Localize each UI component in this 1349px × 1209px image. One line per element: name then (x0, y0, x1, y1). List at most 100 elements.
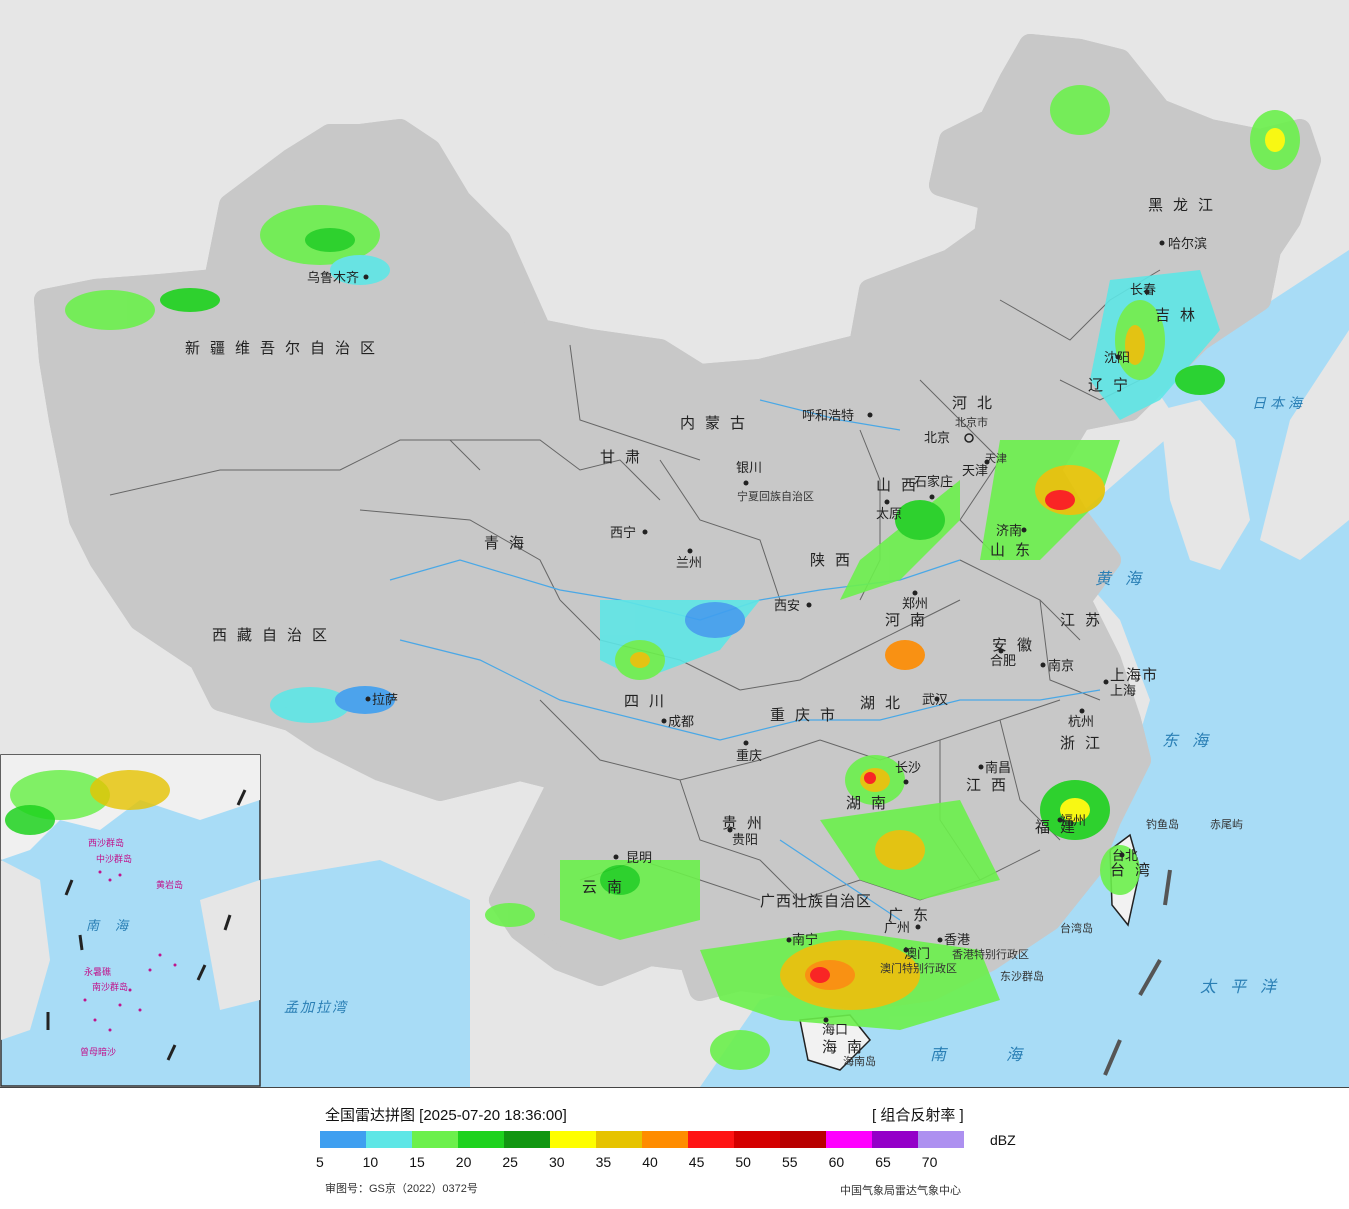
scale-swatch (458, 1131, 504, 1148)
scale-tick: 30 (549, 1154, 565, 1170)
province-label: 河北 (952, 394, 1002, 412)
province-label: 天津 (985, 452, 1007, 465)
province-label: 湖北 (860, 694, 910, 712)
province-label: 海南 (822, 1038, 872, 1056)
city-label: 拉萨 (372, 693, 398, 708)
color-scale (320, 1131, 964, 1148)
scale-tick: 35 (595, 1154, 612, 1170)
scale-swatch (918, 1131, 964, 1148)
province-label: 江苏 (1060, 611, 1110, 629)
island-label: 南沙群岛 (92, 981, 128, 993)
product-label: [ 组合反射率 ] (872, 1107, 964, 1124)
province-label: 贵州 (722, 814, 772, 832)
province-label: 广东 (888, 906, 938, 924)
city-label: 成都 (668, 715, 694, 730)
province-label: 青海 (484, 534, 534, 552)
city-label: 南昌 (985, 760, 1011, 776)
scale-tick: 25 (502, 1154, 518, 1170)
scale-swatch (780, 1131, 826, 1148)
province-label: 四川 (624, 692, 674, 710)
city-label: 西宁 (610, 525, 636, 541)
sea-label: 东海 (1162, 731, 1222, 750)
city-label: 重庆 (736, 748, 762, 764)
province-label: 浙江 (1060, 734, 1110, 752)
unit-label: dBZ (990, 1132, 1016, 1148)
island-label: 东沙群岛 (1000, 969, 1044, 983)
agency-name: 中国气象局雷达气象中心 (840, 1185, 961, 1197)
island-label: 曾母暗沙 (80, 1046, 116, 1058)
scale-swatch (412, 1131, 458, 1148)
province-label: 陕西 (810, 551, 860, 569)
province-label: 北京市 (955, 415, 988, 429)
province-label: 内蒙古 (680, 414, 755, 432)
city-label: 石家庄 (914, 474, 953, 490)
city-label: 乌鲁木齐 (307, 270, 359, 286)
scale-tick: 40 (642, 1154, 658, 1170)
scale-swatch (366, 1131, 412, 1148)
scale-swatch (872, 1131, 918, 1148)
scale-swatch (826, 1131, 872, 1148)
city-label: 广州 (884, 921, 910, 936)
city-label: 福州 (1060, 814, 1086, 829)
scale-swatch (688, 1131, 734, 1148)
mosaic-title: 全国雷达拼图 [2025-07-20 18:36:00] (325, 1107, 567, 1124)
province-label: 云南 (582, 878, 632, 896)
sea-label: 南海 (86, 919, 144, 934)
city-label: 合肥 (990, 654, 1016, 669)
scale-tick: 15 (409, 1154, 425, 1170)
scale-tick: 70 (921, 1154, 938, 1170)
province-label: 吉林 (1155, 306, 1205, 324)
island-label: 永暑礁 (84, 966, 111, 978)
province-label: 新疆维吾尔自治区 (185, 339, 385, 357)
scale-tick: 20 (455, 1154, 472, 1170)
approval-number: 审图号：GS京（2022）0372号 (325, 1183, 478, 1195)
province-label: 黑龙江 (1148, 196, 1223, 214)
city-label: 哈尔滨 (1168, 236, 1207, 252)
scale-tick: 5 (316, 1154, 324, 1170)
city-label: 北京 (924, 431, 950, 446)
province-label: 福建 (1035, 818, 1085, 836)
south-china-sea-inset (0, 754, 261, 1087)
scale-swatch (734, 1131, 780, 1148)
city-label: 银川 (736, 461, 762, 476)
province-label: 香港特别行政区 (952, 947, 1029, 961)
island-label: 西沙群岛 (88, 837, 124, 849)
map-canvas[interactable]: 新疆维吾尔自治区 西藏自治区 青海 甘肃 内蒙古 黑龙江 吉林 辽宁 河北 山西… (0, 0, 1349, 1087)
scale-tick: 55 (782, 1154, 798, 1170)
province-label: 江西 (966, 776, 1016, 794)
scale-ticks: 5 10 15 20 25 30 35 40 45 50 55 60 65 70 (316, 1154, 1020, 1172)
province-labels: 新疆维吾尔自治区 西藏自治区 青海 甘肃 内蒙古 黑龙江 吉林 辽宁 河北 山西… (185, 196, 1223, 1056)
province-label: 山东 (990, 541, 1040, 559)
province-label: 湖南 (846, 794, 896, 812)
scale-swatch (642, 1131, 688, 1148)
scale-swatch (596, 1131, 642, 1148)
scale-swatch (504, 1131, 550, 1148)
city-label: 台北 (1112, 849, 1138, 864)
scale-tick: 50 (735, 1154, 751, 1170)
province-label: 甘肃 (600, 448, 650, 466)
city-label: 昆明 (626, 851, 652, 866)
city-label: 杭州 (1068, 715, 1094, 730)
scale-tick: 45 (688, 1154, 705, 1170)
island-labels: 钓鱼岛 赤尾屿 台湾岛 东沙群岛 海南岛 中沙群岛 南沙群岛 西沙群岛 黄岩岛 … (80, 817, 1243, 1068)
province-label: 辽宁 (1088, 376, 1138, 394)
city-label: 海口 (822, 1023, 848, 1038)
scale-swatch (320, 1131, 366, 1148)
scale-swatch (550, 1131, 596, 1148)
city-label: 南宁 (792, 932, 818, 948)
city-label: 天津 (962, 464, 988, 479)
sea-label: 南海 (930, 1045, 1082, 1064)
province-label: 西藏自治区 (212, 626, 337, 644)
city-label: 西安 (774, 599, 800, 614)
province-label: 广西壮族自治区 (760, 892, 872, 910)
island-label: 中沙群岛 (96, 853, 132, 865)
city-label: 兰州 (676, 556, 702, 571)
city-label: 济南 (996, 523, 1022, 539)
city-markers (363, 240, 1165, 1023)
scale-tick: 10 (362, 1154, 379, 1170)
scale-tick: 60 (828, 1154, 845, 1170)
island-label: 赤尾屿 (1210, 818, 1243, 831)
province-label: 宁夏回族自治区 (737, 489, 814, 503)
sea-label: 太平洋 (1200, 977, 1290, 996)
